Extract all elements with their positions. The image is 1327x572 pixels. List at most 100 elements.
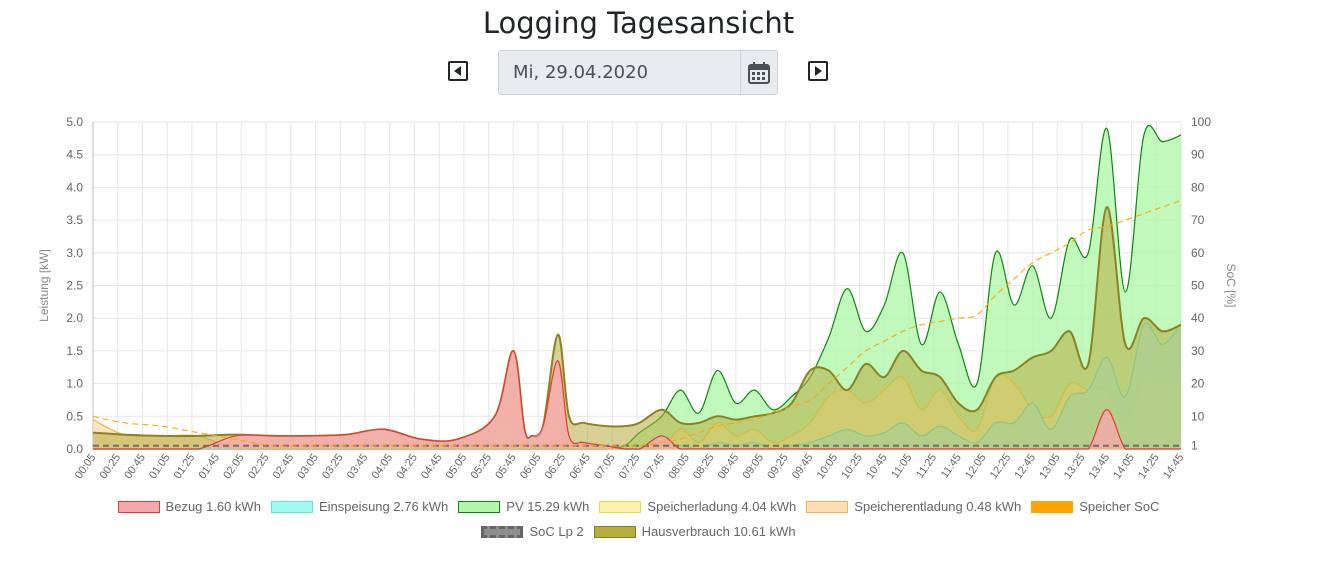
x-tick-label: 07:25 bbox=[617, 452, 643, 481]
legend-label: Speicherentladung 0.48 kWh bbox=[854, 499, 1022, 514]
x-tick-label: 11:45 bbox=[939, 452, 964, 481]
y2-axis-title: SoC [%] bbox=[1224, 263, 1238, 307]
series-speicher-line bbox=[92, 199, 1182, 447]
x-tick-label: 12:45 bbox=[1012, 452, 1038, 481]
x-tick-label: 05:25 bbox=[468, 452, 494, 481]
x-tick-label: 10:25 bbox=[839, 452, 865, 481]
legend-item[interactable]: Speicher SoC bbox=[1031, 499, 1159, 514]
legend-item[interactable]: Bezug 1.60 kWh bbox=[117, 499, 261, 514]
legend-swatch bbox=[481, 525, 524, 538]
y-tick-label: 0.0 bbox=[66, 442, 83, 456]
y-tick-label: 2.0 bbox=[66, 311, 83, 325]
legend-swatch bbox=[593, 525, 636, 538]
legend-swatch bbox=[117, 500, 160, 513]
date-picker[interactable] bbox=[498, 50, 778, 95]
legend-item[interactable]: Einspeisung 2.76 kWh bbox=[270, 499, 449, 514]
y-tick-label: 0.5 bbox=[66, 409, 83, 423]
power-chart: 00:05 00:25 00:45 01:05 01:25 01:45 02:05 02:25… bbox=[37, 115, 1238, 481]
date-input[interactable] bbox=[499, 51, 740, 94]
legend-item[interactable]: Speicherladung 4.04 kWh bbox=[599, 499, 796, 514]
y2-tick-label: 20 bbox=[1191, 377, 1205, 391]
x-tick-label: 08:45 bbox=[716, 452, 742, 481]
x-tick-label: 04:25 bbox=[394, 452, 420, 481]
series-bezug-line bbox=[93, 350, 1181, 450]
x-tick-label: 08:25 bbox=[691, 452, 717, 481]
y-tick-label: 3.5 bbox=[66, 213, 83, 227]
legend-label: PV 15.29 kWh bbox=[506, 499, 590, 514]
legend-item[interactable]: Hausverbrauch 10.61 kWh bbox=[593, 524, 796, 539]
x-tick-label: 01:25 bbox=[172, 452, 198, 481]
x-tick-label: 11:05 bbox=[889, 452, 914, 481]
legend-swatch bbox=[599, 500, 642, 513]
legend-label: Speicher SoC bbox=[1079, 499, 1160, 514]
y-tick-label: 3.0 bbox=[66, 246, 83, 260]
x-tick-label: 05:45 bbox=[493, 452, 519, 481]
x-tick-label: 03:05 bbox=[295, 452, 321, 481]
page-title: Logging Tagesansicht bbox=[482, 6, 795, 40]
y-tick-label: 4.5 bbox=[66, 148, 83, 162]
x-tick-label: 14:25 bbox=[1136, 452, 1162, 481]
y-tick-label: 1.5 bbox=[66, 344, 83, 358]
legend-swatch bbox=[1031, 500, 1074, 513]
x-tick-label: 00:05 bbox=[73, 452, 99, 481]
y2-tick-label: 1 bbox=[1191, 439, 1198, 453]
x-tick-label: 04:45 bbox=[419, 452, 445, 481]
x-tick-label: 02:25 bbox=[246, 452, 272, 481]
legend-label: Einspeisung 2.76 kWh bbox=[318, 499, 449, 514]
legend-swatch bbox=[270, 500, 313, 513]
x-tick-label: 10:05 bbox=[815, 452, 841, 481]
series-hausverbrauch-area bbox=[93, 206, 1181, 449]
y2-tick-label: 90 bbox=[1191, 148, 1205, 162]
x-tick-label: 12:05 bbox=[963, 452, 989, 481]
x-tick-label: 13:05 bbox=[1037, 452, 1063, 481]
y-tick-label: 2.5 bbox=[66, 279, 83, 293]
y2-tick-label: 80 bbox=[1191, 180, 1205, 194]
legend-label: Speicherladung 4.04 kWh bbox=[647, 499, 797, 514]
legend-label: Hausverbrauch 10.61 kWh bbox=[641, 524, 796, 539]
x-tick-label: 12:25 bbox=[988, 452, 1014, 481]
x-tick-label: 14:45 bbox=[1161, 452, 1187, 481]
x-tick-label: 02:05 bbox=[221, 452, 247, 481]
next-day-button[interactable] bbox=[808, 61, 828, 81]
y2-tick-label: 40 bbox=[1191, 311, 1205, 325]
legend-item[interactable]: SoC Lp 2 bbox=[481, 524, 584, 539]
y-tick-label: 1.0 bbox=[66, 377, 83, 391]
y-axis-title: Leistung [kW] bbox=[37, 249, 51, 322]
x-tick-label: 14:05 bbox=[1111, 452, 1137, 481]
chart-legend: Bezug 1.60 kWh Einspeisung 2.76 kWh PV 15.… bbox=[0, 499, 1277, 514]
legend-swatch bbox=[806, 500, 849, 513]
legend-item[interactable]: Speicherentladung 0.48 kWh bbox=[806, 499, 1021, 514]
x-tick-label: 13:25 bbox=[1062, 452, 1088, 481]
x-tick-label: 11:25 bbox=[914, 452, 939, 481]
x-tick-label: 02:45 bbox=[271, 452, 297, 481]
calendar-button[interactable] bbox=[740, 51, 777, 94]
x-tick-label: 09:05 bbox=[740, 452, 766, 481]
x-tick-label: 03:25 bbox=[320, 452, 346, 481]
chart-legend-row2: SoC Lp 2 Hausverbrauch 10.61 kWh bbox=[0, 524, 1277, 539]
x-tick-label: 09:25 bbox=[765, 452, 791, 481]
x-tick-label: 05:05 bbox=[444, 452, 470, 481]
x-tick-label: 13:45 bbox=[1087, 452, 1113, 481]
legend-item[interactable]: PV 15.29 kWh bbox=[458, 499, 589, 514]
y2-tick-label: 30 bbox=[1191, 344, 1205, 358]
x-tick-label: 01:05 bbox=[147, 452, 173, 481]
x-tick-label: 04:05 bbox=[370, 452, 396, 481]
x-tick-label: 06:25 bbox=[543, 452, 569, 481]
x-tick-label: 06:45 bbox=[567, 452, 593, 481]
x-tick-label: 07:05 bbox=[592, 452, 618, 481]
y-tick-label: 5.0 bbox=[66, 115, 83, 129]
y-tick-label: 4.0 bbox=[66, 180, 83, 194]
legend-swatch bbox=[458, 500, 501, 513]
y2-tick-label: 10 bbox=[1191, 409, 1205, 423]
x-tick-label: 00:45 bbox=[122, 452, 148, 481]
calendar-icon bbox=[748, 61, 770, 84]
x-tick-label: 10:45 bbox=[864, 452, 890, 481]
legend-label: Bezug 1.60 kWh bbox=[165, 499, 261, 514]
x-tick-label: 07:45 bbox=[642, 452, 668, 481]
x-tick-label: 01:45 bbox=[196, 452, 222, 481]
x-tick-label: 00:25 bbox=[98, 452, 124, 481]
prev-day-button[interactable] bbox=[448, 61, 468, 81]
x-tick-label: 09:45 bbox=[790, 452, 816, 481]
x-tick-label: 06:05 bbox=[518, 452, 544, 481]
y2-tick-label: 70 bbox=[1191, 213, 1205, 227]
